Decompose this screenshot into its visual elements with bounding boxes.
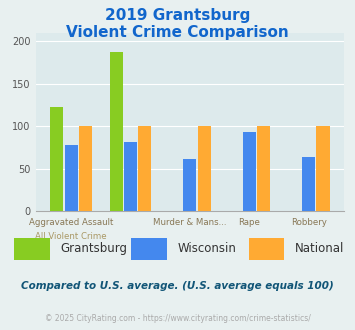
Text: Violent Crime Comparison: Violent Crime Comparison	[66, 25, 289, 40]
Text: © 2025 CityRating.com - https://www.cityrating.com/crime-statistics/: © 2025 CityRating.com - https://www.city…	[45, 314, 310, 323]
Text: 2019 Grantsburg: 2019 Grantsburg	[105, 8, 250, 23]
Text: Aggravated Assault: Aggravated Assault	[29, 218, 113, 227]
Bar	[243, 132, 256, 211]
Bar	[184, 159, 196, 211]
Text: Robbery: Robbery	[291, 218, 327, 227]
Text: Murder & Mans...: Murder & Mans...	[153, 218, 227, 227]
FancyBboxPatch shape	[14, 238, 50, 260]
Bar	[65, 145, 78, 211]
Bar	[124, 143, 137, 211]
Bar	[257, 126, 270, 211]
Text: National: National	[295, 242, 344, 255]
FancyBboxPatch shape	[248, 238, 284, 260]
Text: Compared to U.S. average. (U.S. average equals 100): Compared to U.S. average. (U.S. average …	[21, 281, 334, 291]
Text: Grantsburg: Grantsburg	[60, 242, 127, 255]
Text: All Violent Crime: All Violent Crime	[36, 232, 107, 241]
Bar	[79, 126, 92, 211]
Bar	[138, 126, 151, 211]
FancyBboxPatch shape	[131, 238, 167, 260]
Bar	[198, 126, 211, 211]
Bar	[110, 52, 123, 211]
Text: Wisconsin: Wisconsin	[178, 242, 236, 255]
Bar	[316, 126, 329, 211]
Bar	[302, 157, 315, 211]
Text: Rape: Rape	[238, 218, 260, 227]
Bar	[50, 107, 64, 211]
